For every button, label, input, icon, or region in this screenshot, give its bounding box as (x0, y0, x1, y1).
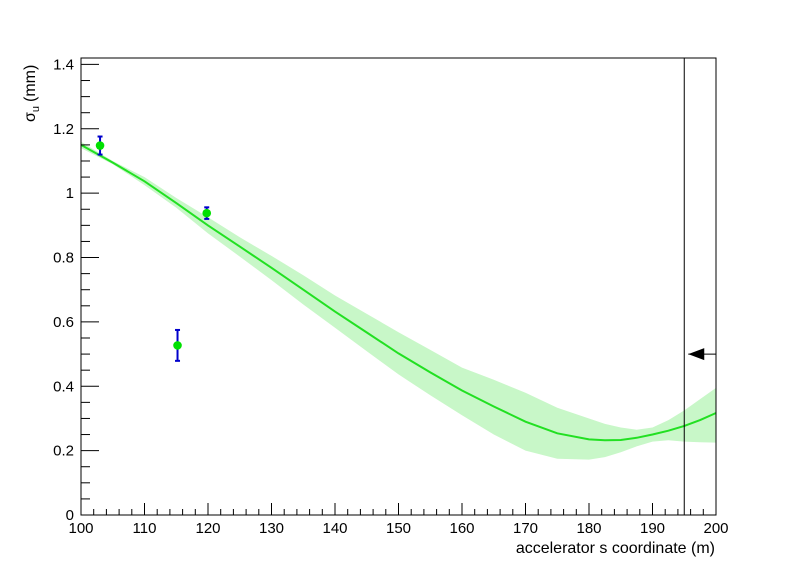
x-tick-label: 110 (133, 520, 157, 537)
y-axis-label-subscript: u (30, 106, 42, 112)
y-tick-label: 0.2 (53, 443, 74, 460)
x-tick-label: 130 (259, 520, 284, 537)
data-point-2 (173, 328, 182, 362)
y-axis-label-unit: (mm) (22, 65, 39, 102)
y-tick-label: 1.4 (53, 56, 74, 73)
data-point-1 (95, 135, 105, 156)
arrow-marker-head (688, 348, 705, 361)
y-tick-label: 0.6 (53, 314, 74, 331)
x-tick-label: 170 (513, 520, 538, 537)
fit-curve-layer (80, 144, 717, 442)
y-tick-label: 1 (66, 185, 74, 202)
x-tick-label: 200 (703, 520, 728, 537)
x-tick-label: 160 (449, 520, 474, 537)
data-point-marker (202, 208, 212, 218)
x-tick-label: 150 (386, 520, 411, 537)
data-point-marker (95, 141, 105, 150)
y-tick-label: 0.4 (53, 378, 74, 395)
vertical-marker-layer (683, 58, 716, 515)
fit-curve (80, 144, 717, 442)
x-axis-label: accelerator s coordinate (m) (516, 540, 715, 557)
y-tick-label: 0 (66, 507, 74, 524)
data-point-marker (173, 341, 182, 350)
fit-error-band (81, 141, 716, 460)
y-axis: 0 0.2 0.4 0.6 0.8 1 1.2 1.4 (53, 56, 99, 524)
x-axis: 100 110 120 130 140 150 160 170 180 190 200 (68, 503, 729, 537)
y-tick-label: 0.8 (53, 250, 74, 267)
y-axis-label-symbol: σ (22, 112, 39, 122)
y-tick-label: 1.2 (53, 121, 74, 138)
error-band-layer (81, 141, 716, 460)
data-points-layer (95, 135, 212, 362)
x-tick-label: 180 (576, 520, 601, 537)
x-tick-label: 140 (322, 520, 347, 537)
x-tick-label: 100 (68, 520, 93, 537)
data-point-3 (202, 206, 212, 220)
x-tick-label: 190 (640, 520, 665, 537)
x-tick-label: 120 (195, 520, 220, 537)
y-axis-label: σu (mm) (22, 65, 42, 122)
